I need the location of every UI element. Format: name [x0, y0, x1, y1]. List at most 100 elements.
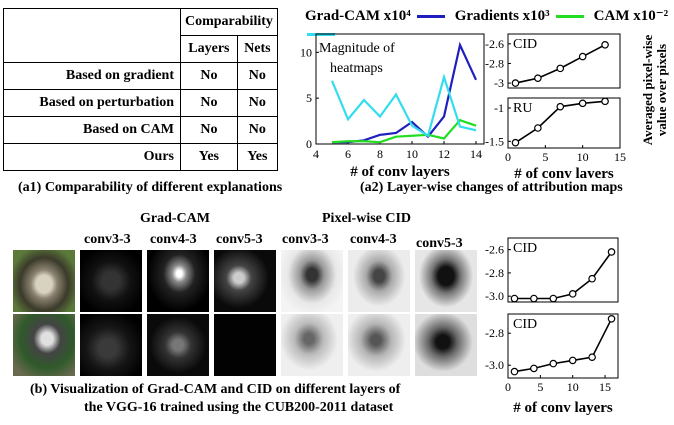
- ylabel-line2: value over pixels: [654, 43, 669, 137]
- cid-map-conv4-2: [348, 314, 410, 376]
- x-axis-label: # of conv layers: [350, 164, 450, 180]
- y-tick-label: -2.8: [485, 326, 504, 340]
- data-point: [510, 367, 519, 376]
- cid-map-conv5-1: [415, 250, 477, 312]
- data-point: [578, 52, 587, 61]
- data-point: [534, 124, 542, 132]
- cid-group-header: Pixel-wise CID: [322, 211, 412, 226]
- gradcam-map-conv5-1: [214, 250, 276, 312]
- caption-a1: (a1) Comparability of different explanat…: [18, 180, 283, 195]
- y-tick-label: -3: [494, 76, 504, 90]
- plot-frame: [507, 33, 621, 89]
- table-group-header: Comparability: [180, 8, 278, 36]
- y-tick-label: -2.6: [485, 243, 504, 257]
- data-point: [578, 99, 587, 108]
- y-axis-label-line1: Magnitude of: [319, 41, 395, 56]
- cid-map-conv4-1: [348, 250, 410, 312]
- y-tick-label: 5: [306, 91, 312, 105]
- gradcam-map-conv4-2: [147, 314, 209, 376]
- x-tick-label: 8: [377, 147, 383, 161]
- col-header-conv3-cid: conv3-3: [282, 232, 329, 247]
- x-tick-label: 4: [313, 147, 319, 161]
- x-tick-label: 10: [577, 150, 589, 164]
- panel-label: CID: [513, 37, 537, 52]
- panel-label: RU: [513, 101, 532, 116]
- x-tick-label: 15: [614, 150, 626, 164]
- row-label: Based on gradient: [3, 62, 181, 90]
- cell-nets: Yes: [236, 143, 278, 171]
- caption-b-line1: (b) Visualization of Grad-CAM and CID on…: [30, 382, 401, 397]
- cell-layers: No: [180, 116, 238, 144]
- y-tick-label: -2.8: [485, 56, 504, 70]
- cid-ru-charts: -2.6 -2.8 -3 CID -1 -1.50 5 10 15 RU # of conv la…: [485, 33, 626, 178]
- data-point: [556, 64, 565, 73]
- row-label: Based on CAM: [3, 116, 181, 144]
- bird-image-1: [13, 250, 75, 312]
- data-point: [556, 102, 565, 111]
- bird-image-2: [13, 314, 75, 376]
- gradcam-group-header: Grad-CAM: [140, 211, 210, 226]
- magnitude-chart: 4 6 8 10 12 14 0 5 10 Magnitude of heatmaps # of co…: [300, 33, 485, 180]
- data-point: [549, 294, 558, 303]
- data-point: [530, 364, 538, 373]
- legend: Grad-CAM x10⁴ Gradients x10³ CAM x10⁻²: [305, 6, 674, 43]
- cid-map-conv5-2: [415, 314, 477, 376]
- gradcam-map-conv3-2: [80, 314, 142, 376]
- cell-layers: No: [180, 89, 238, 117]
- caption-a2: (a2) Layer-wise changes of attribution m…: [360, 180, 623, 195]
- right-ylabel: Averaged pixel-wise value over pixels: [637, 28, 673, 152]
- series-line: [330, 73, 477, 138]
- x-tick-label: 10: [406, 147, 418, 161]
- plot-frame: [507, 237, 619, 303]
- y-tick-label: -2.6: [485, 37, 504, 51]
- gradcam-map-conv4-1: [147, 250, 209, 312]
- y-tick-label: -1.5: [485, 134, 504, 148]
- col-header-conv5-gradcam: conv5-3: [216, 232, 263, 247]
- table-row: Based on perturbation No No: [3, 89, 278, 117]
- data-point: [534, 74, 542, 82]
- cell-nets: No: [236, 116, 278, 144]
- data-point: [568, 290, 577, 298]
- data-point: [601, 97, 609, 106]
- x-axis-label: # of conv layers: [513, 400, 613, 416]
- data-point: [530, 294, 538, 303]
- x-axis-label: # of conv layers: [514, 166, 614, 178]
- col-header-conv4-gradcam: conv4-3: [150, 232, 197, 247]
- y-tick-label: -2.8: [485, 266, 504, 280]
- panel-label: CID: [513, 317, 537, 332]
- y-tick-label: 0: [306, 137, 312, 151]
- y-tick-label: -1: [494, 101, 504, 115]
- cid-map-conv3-1: [281, 250, 343, 312]
- x-tick-label: 10: [567, 380, 579, 394]
- col-header-conv4-cid: conv4-3: [350, 232, 397, 247]
- cell-nets: No: [236, 62, 278, 90]
- table-row: Ours Yes Yes: [3, 143, 278, 171]
- data-point: [607, 248, 616, 256]
- plot-frame: [507, 313, 619, 379]
- data-point: [607, 315, 616, 323]
- x-tick-label: 15: [599, 380, 611, 394]
- x-tick-label: 5: [542, 150, 548, 164]
- gradcam-map-conv3-1: [80, 250, 142, 312]
- data-point: [588, 274, 596, 283]
- x-tick-label: 14: [470, 147, 482, 161]
- legend-swatch-gradcam: [416, 14, 445, 18]
- plot-frame: [507, 97, 621, 149]
- legend-swatch-gradients: [555, 14, 584, 18]
- x-tick-label: 6: [345, 147, 351, 161]
- col-header-conv5-cid: conv5-3: [416, 236, 463, 251]
- caption-b-line2: the VGG-16 trained using the CUB200-2011…: [84, 400, 394, 415]
- series-line: [331, 118, 477, 144]
- legend-label-gradients: Gradients x10³: [454, 8, 550, 24]
- col-header-conv3-gradcam: conv3-3: [84, 232, 131, 247]
- legend-label-cam: CAM x10⁻²: [593, 8, 669, 24]
- y-tick-label: -3.0: [485, 289, 504, 303]
- data-point: [510, 294, 519, 303]
- data-point: [511, 79, 520, 87]
- panel-label: CID: [513, 241, 537, 256]
- table-col-header: Layers: [180, 35, 238, 63]
- table-row: Based on gradient No No: [3, 62, 278, 90]
- x-tick-label: 12: [438, 147, 450, 161]
- cell-layers: Yes: [180, 143, 238, 171]
